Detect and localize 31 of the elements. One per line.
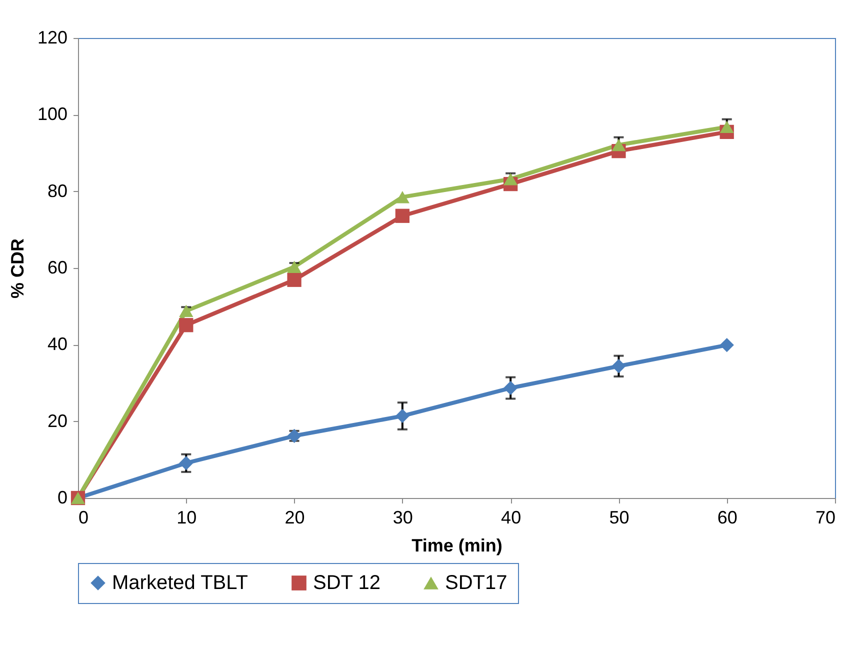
x-tick-label: 40 — [501, 508, 522, 528]
y-tick-label: 0 — [57, 488, 68, 508]
point — [612, 359, 626, 374]
point — [179, 318, 194, 332]
point — [287, 272, 302, 287]
point — [395, 408, 410, 424]
y-tick-label: 80 — [47, 180, 68, 201]
point — [720, 120, 734, 134]
legend-label: SDT17 — [445, 572, 508, 594]
x-tick-label: 10 — [176, 508, 197, 528]
legend-label: Marketed TBLT — [112, 572, 248, 594]
point — [395, 190, 410, 204]
point — [179, 456, 194, 470]
point — [612, 138, 626, 152]
y-tick-label: 100 — [37, 104, 68, 124]
y-tick-label: 120 — [37, 28, 68, 48]
y-tick-label: 60 — [47, 258, 68, 278]
point — [720, 338, 734, 352]
x-tick-label: 30 — [392, 508, 413, 528]
x-tick-label: 70 — [815, 508, 836, 528]
y-tick-label: 20 — [47, 410, 68, 431]
x-tick-label: 0 — [78, 508, 89, 528]
x-axis-title: Time (min) — [412, 536, 502, 556]
y-tick-label: 40 — [47, 334, 68, 354]
x-tick-label: 60 — [717, 508, 738, 528]
y-axis-title: % CDR — [7, 238, 28, 299]
point — [395, 208, 410, 223]
point — [504, 380, 518, 396]
x-tick-label: 20 — [284, 508, 305, 528]
x-tick-label: 50 — [609, 508, 630, 528]
legend-label: SDT 12 — [313, 572, 380, 594]
